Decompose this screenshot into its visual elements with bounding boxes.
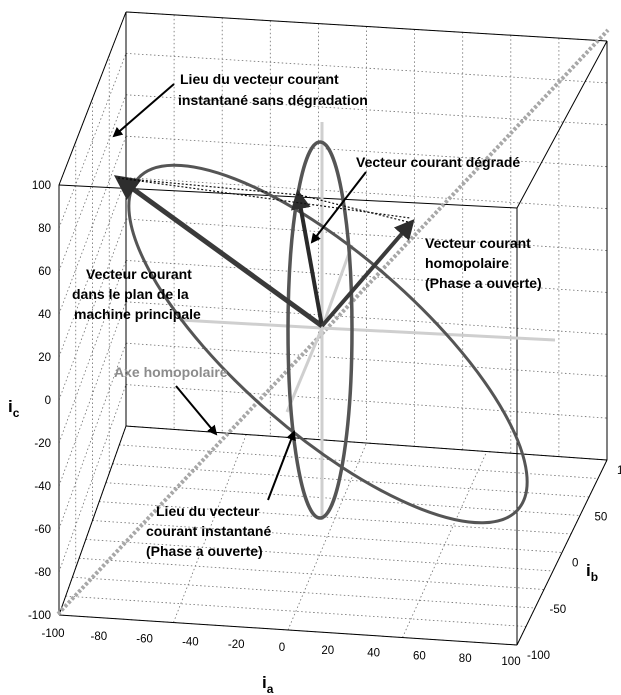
dotted-guides bbox=[117, 177, 411, 223]
annotation-homopolar-vector: Vecteur courant homopolaire (Phase a ouver… bbox=[425, 235, 542, 291]
left-grid-horizontal bbox=[58, 301, 127, 487]
z-tick-label: 60 bbox=[38, 266, 51, 278]
homopolar-axis-line bbox=[56, 28, 610, 616]
z-tick-label: -20 bbox=[34, 438, 51, 450]
degraded-vector bbox=[291, 189, 324, 327]
box-edge bbox=[58, 425, 127, 616]
homopolar-vector bbox=[320, 218, 415, 328]
z-tick-label: 0 bbox=[45, 395, 51, 407]
x-tick-label: 60 bbox=[413, 650, 426, 662]
x-axis-title: ia bbox=[262, 673, 274, 695]
z-tick-label: 80 bbox=[38, 223, 51, 235]
left-grid-horizontal bbox=[58, 218, 127, 401]
healthy-current-locus bbox=[127, 163, 529, 525]
annotation-homopolar-axis: Axe homopolaire bbox=[114, 364, 228, 436]
z-tick-label: -100 bbox=[28, 610, 51, 622]
svg-text:Axe homopolaire: Axe homopolaire bbox=[114, 364, 228, 380]
grid-layer bbox=[58, 11, 608, 646]
y-tick-label: -100 bbox=[527, 650, 550, 662]
svg-text:Vecteur courant dégradé: Vecteur courant dégradé bbox=[356, 154, 520, 170]
y-tick-label: 0 bbox=[572, 558, 578, 570]
main-plane-vector bbox=[113, 175, 324, 329]
x-tick-label: 40 bbox=[367, 648, 380, 660]
back-grid-horizontal bbox=[125, 218, 608, 251]
box-edge bbox=[125, 425, 608, 461]
z-tick-label: -40 bbox=[34, 481, 51, 493]
floor-grid-x bbox=[72, 576, 536, 609]
x-tick-label: -80 bbox=[90, 631, 107, 643]
back-grid-horizontal bbox=[125, 177, 608, 209]
back-grid-horizontal bbox=[125, 384, 608, 419]
box-edge bbox=[58, 614, 518, 646]
tick-labels: -100 -80 -60 -40 -20 0 20 40 60 80 100 -100 -80 -60 -4… bbox=[28, 180, 621, 668]
left-grid-horizontal bbox=[58, 384, 127, 573]
left-grid-horizontal bbox=[58, 260, 127, 444]
floor-grid-x bbox=[105, 482, 581, 516]
y-tick-label: 100 bbox=[617, 465, 621, 477]
annotation-faulted-locus: Lieu du vecteur courant instantané (Phase … bbox=[146, 430, 296, 559]
back-grid-horizontal bbox=[125, 94, 608, 126]
box-edge bbox=[58, 11, 127, 186]
left-grid-horizontal bbox=[58, 94, 127, 272]
z-tick-label: 100 bbox=[32, 180, 51, 192]
box-edge bbox=[125, 11, 608, 42]
x-tick-label: 20 bbox=[321, 645, 334, 657]
box-edge bbox=[516, 40, 608, 209]
floor-grid-x bbox=[112, 463, 590, 498]
axis-titles: ic ib ia bbox=[8, 397, 598, 695]
x-tick-label: -60 bbox=[136, 634, 153, 646]
y-axis-title: ib bbox=[586, 561, 598, 584]
floor-grid-x bbox=[92, 520, 563, 553]
back-grid-horizontal bbox=[125, 135, 608, 168]
floor-grid-x bbox=[65, 595, 527, 627]
box-edge bbox=[516, 459, 608, 646]
floor-grid-y bbox=[173, 434, 247, 623]
x-tick-label: 100 bbox=[501, 656, 520, 668]
z-tick-label: 40 bbox=[38, 309, 51, 321]
x-tick-label: -40 bbox=[182, 636, 199, 648]
faulted-current-locus bbox=[286, 140, 354, 520]
y-tick-label: 50 bbox=[595, 511, 608, 523]
annotation-main-plane-vector: Vecteur courant dans le plan de la machine… bbox=[72, 266, 201, 322]
z-tick-label: -60 bbox=[34, 524, 51, 536]
main-plane-axes bbox=[179, 122, 556, 520]
back-grid-horizontal bbox=[125, 301, 608, 335]
x-tick-label: -100 bbox=[41, 628, 64, 640]
left-grid-horizontal bbox=[58, 53, 127, 229]
z-tick-label: -80 bbox=[34, 567, 51, 579]
x-tick-label: -20 bbox=[228, 639, 245, 651]
annotation-degraded-vector: Vecteur courant dégradé bbox=[310, 154, 520, 244]
floor-grid-x bbox=[99, 501, 572, 535]
left-grid-horizontal bbox=[58, 343, 127, 530]
current-vectors bbox=[113, 175, 415, 329]
x-tick-label: 80 bbox=[459, 653, 472, 665]
y-tick-label: -50 bbox=[550, 604, 567, 616]
x-tick-label: 0 bbox=[279, 642, 285, 654]
z-tick-label: 20 bbox=[38, 352, 51, 364]
back-grid-horizontal bbox=[125, 53, 608, 84]
annotation-healthy-locus: Lieu du vecteur courant instantané sans d… bbox=[112, 71, 368, 138]
z-axis-title: ic bbox=[8, 397, 20, 420]
